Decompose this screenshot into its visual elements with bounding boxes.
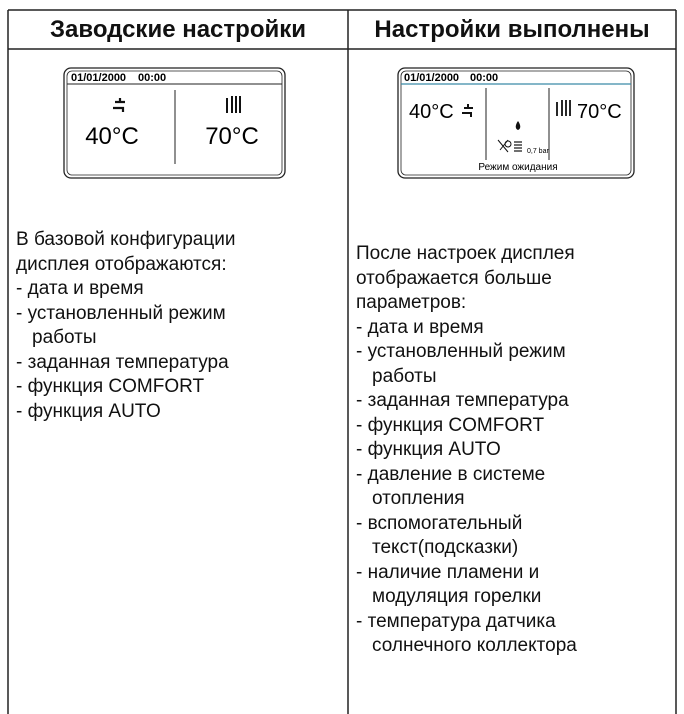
heating-temp: 70°C	[577, 101, 622, 123]
page: 01/01/2000 00:00 40°C 70°C 01/01/2000 00…	[0, 0, 684, 714]
heating-temp: 70°C	[205, 123, 259, 150]
date: 01/01/2000	[404, 72, 459, 84]
time: 00:00	[470, 72, 498, 84]
list-item: функция AUTO	[356, 438, 624, 463]
list-item: функция COMFORT	[356, 414, 624, 439]
list-item: заданная температура	[16, 351, 286, 376]
display-left: 01/01/2000 00:00 40°C 70°C	[64, 68, 285, 178]
list-item: установленный режим работы	[356, 340, 624, 389]
list-item: функция COMFORT	[16, 375, 286, 400]
column-text: В базовой конфигурации дисплея отображаю…	[16, 228, 286, 424]
pressure: 0,7 bar	[527, 148, 549, 155]
intro: После настроек дисплея отображается боль…	[356, 242, 596, 316]
list-item: давление в системе отопления	[356, 463, 624, 512]
dhw-temp: 40°C	[409, 101, 454, 123]
header: Настройки выполнены	[348, 12, 676, 48]
list-item: дата и время	[16, 277, 286, 302]
list: дата и времяустановленный режим работыза…	[16, 277, 286, 424]
status: Режим ожидания	[478, 162, 557, 173]
time: 00:00	[138, 72, 166, 84]
display-right: 01/01/2000 00:00 40°C 70°C 0,7 bar Режим…	[398, 68, 634, 178]
header: Заводские настройки	[8, 12, 348, 48]
intro: В базовой конфигурации дисплея отображаю…	[16, 228, 276, 277]
list-item: функция AUTO	[16, 400, 286, 425]
list: дата и времяустановленный режим работыза…	[356, 316, 624, 659]
date: 01/01/2000	[71, 72, 126, 84]
list-item: дата и время	[356, 316, 624, 341]
column-text: После настроек дисплея отображается боль…	[356, 242, 624, 659]
dhw-temp: 40°C	[85, 123, 139, 150]
list-item: заданная температура	[356, 389, 624, 414]
list-item: наличие пламени и модуляция горелки	[356, 561, 624, 610]
list-item: вспомогательный текст(подсказки)	[356, 512, 624, 561]
list-item: температура датчика солнечного коллектор…	[356, 610, 624, 659]
list-item: установленный режим работы	[16, 302, 286, 351]
